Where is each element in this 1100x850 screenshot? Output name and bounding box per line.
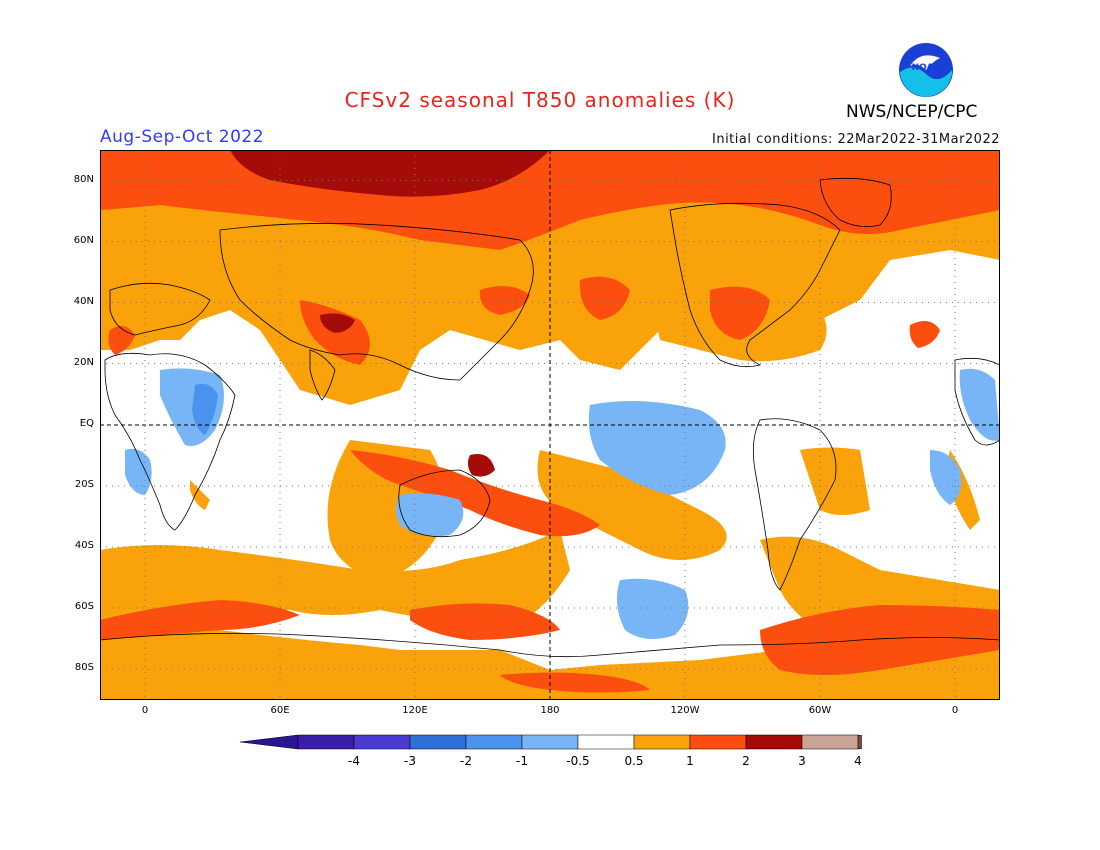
colorbar-tick-label: -2 [460,754,472,768]
india-coastline [309,349,336,401]
colorbar-tick-label: 4 [854,754,862,768]
africa-right-coastline [954,357,1000,446]
colorbar-tick-label: -3 [404,754,416,768]
colorbar: -4 -3 -2 -1 -0.5 0.5 1 2 3 4 [239,734,862,768]
colorbar-tick-label: 3 [798,754,806,768]
lon-tick-label: 180 [540,705,560,716]
europe-coastline [109,282,211,336]
colorbar-segment [633,734,691,750]
colorbar-segment [409,734,467,750]
colorbar-over-arrow [857,734,862,750]
colorbar-segment [689,734,747,750]
colorbar-tick-label: 2 [742,754,750,768]
lat-tick-label: 80S [74,662,94,674]
lat-tick-label: 60S [74,601,94,613]
colorbar-segment [353,734,411,750]
colorbar-segment [465,734,523,750]
colorbar-tick-label: 0.5 [624,754,643,768]
anomaly-neg-1-2-regions [192,383,218,435]
lon-tick-label: 120E [402,705,428,716]
lon-tick-label: 120W [670,705,700,716]
greenland-coastline [819,177,892,228]
colorbar-segment [521,734,579,750]
colorbar-segment [801,734,859,750]
anomaly-map [100,150,1000,700]
initial-conditions-label: Initial conditions: 22Mar2022-31Mar2022 [712,132,1000,147]
south-america-coastline [752,418,837,591]
lat-tick-label: 20N [73,356,94,368]
north-america-coastline [669,202,841,368]
lon-tick-label: 60E [270,705,290,716]
colorbar-tick-label: 1 [686,754,694,768]
asia-coastline [219,222,534,381]
colorbar-tick-label: -0.5 [566,754,589,768]
logo-text: NOAA [912,63,941,73]
season-label: Aug-Sep-Oct 2022 [100,127,265,147]
coastlines [100,177,1000,658]
lat-tick-label: 20S [74,479,94,491]
noaa-logo-icon: NOAA [897,41,955,99]
australia-coastline [398,469,491,538]
lat-tick-label: 80N [73,173,94,185]
lat-tick-label: 60N [73,234,94,246]
lon-tick-label: 0 [951,705,959,716]
map-title: CFSv2 seasonal T850 anomalies (K) [344,88,736,112]
agency-label: NWS/NCEP/CPC [846,102,978,122]
africa-coastline [104,352,236,531]
lat-tick-label: 40N [73,295,94,307]
colorbar-segment [297,734,355,750]
colorbar-under-arrow [239,734,299,750]
reference-lines [100,150,1000,700]
antarctica-coastline [100,632,1000,658]
colorbar-segment [745,734,803,750]
colorbar-tick-label: -4 [348,754,360,768]
lon-tick-label: 0 [141,705,149,716]
colorbar-tick-label: -1 [516,754,528,768]
anomaly-2-3-regions [230,150,550,477]
lat-tick-label: 40S [74,540,94,552]
colorbar-segment [577,734,635,750]
lon-tick-label: 60W [808,705,832,716]
lat-tick-label: EQ [79,418,94,429]
map-frame [100,150,1000,700]
